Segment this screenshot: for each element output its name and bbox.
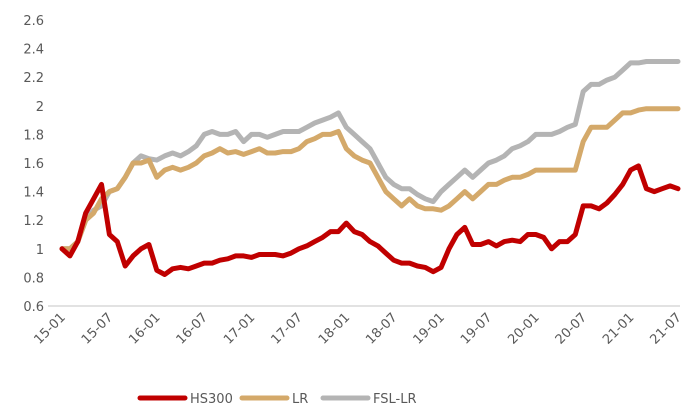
legend-label: FSL-LR [373,392,416,407]
x-tick-label: 20-01 [505,310,542,347]
x-tick-label: 19-01 [411,310,448,347]
legend-item-hs300: HS300 [137,392,233,407]
y-tick-label: 1.6 [23,157,44,172]
x-tick-label: 21-01 [600,310,637,347]
series-line-fsl-lr [59,59,681,252]
legend-label: LR [292,392,308,407]
x-tick-label: 16-07 [174,310,211,347]
x-tick-label: 15-01 [32,310,69,347]
y-tick-label: 1.8 [23,128,44,143]
series-line-hs300 [59,163,681,277]
y-tick-label: 1 [36,243,44,258]
y-tick-label: 2 [36,100,44,115]
y-tick-label: 1.2 [23,214,44,229]
y-tick-label: 2.2 [23,71,44,86]
legend-label: HS300 [190,392,233,407]
x-tick-label: 15-07 [79,310,116,347]
x-tick-label: 17-07 [268,310,305,347]
x-tick-label: 20-07 [553,310,590,347]
y-tick-label: 1.4 [23,186,44,201]
x-tick-label: 16-01 [126,310,163,347]
x-tick-label: 18-07 [363,310,400,347]
legend-item-fsl-lr: FSL-LR [320,392,416,407]
y-tick-label: 2.4 [23,43,44,58]
legend-item-lr: LR [239,392,308,407]
x-tick-label: 17-01 [221,310,258,347]
y-tick-label: 2.6 [23,14,44,29]
x-tick-label: 19-07 [458,310,495,347]
x-tick-label: 21-07 [648,310,685,347]
y-tick-label: 0.6 [23,300,44,315]
y-tick-label: 0.8 [23,271,44,286]
x-tick-label: 18-01 [316,310,353,347]
series-line-lr [59,106,681,252]
